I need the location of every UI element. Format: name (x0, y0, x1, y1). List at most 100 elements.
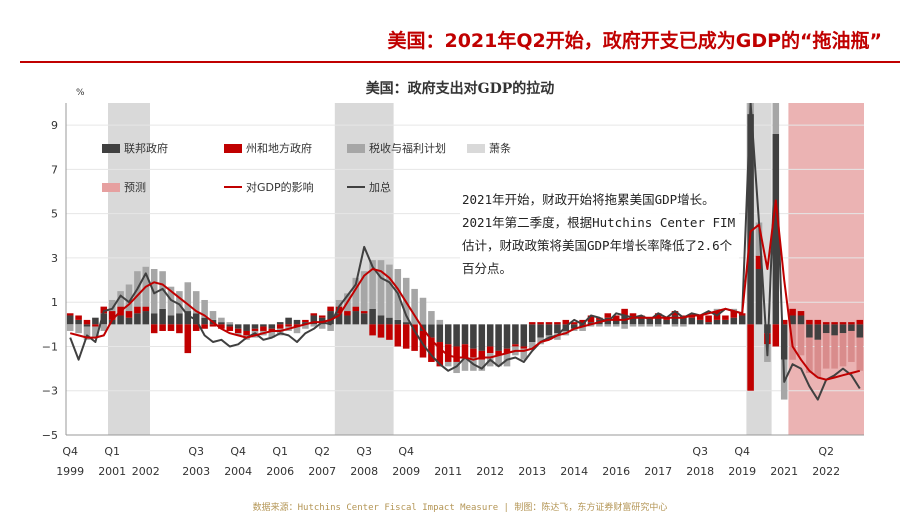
bar-tax-benefit (621, 324, 628, 329)
bar-tax-benefit (772, 103, 780, 134)
bar-state-local (671, 311, 679, 316)
legend-label: 对GDP的影响 (246, 180, 314, 194)
bar-federal (638, 317, 645, 325)
bar-state-local (755, 255, 763, 269)
bar-federal (478, 324, 486, 351)
y-tick-label: −3 (42, 385, 58, 398)
bar-state-local (789, 308, 796, 316)
bar-federal (654, 317, 662, 325)
bar-federal (327, 311, 334, 325)
bar-federal (848, 324, 855, 331)
bar-state-local (839, 322, 847, 325)
bar-federal (470, 324, 477, 349)
bar-state-local (176, 324, 183, 334)
bar-federal (629, 317, 637, 325)
bar-state-local (377, 324, 385, 338)
bar-federal (234, 324, 242, 329)
bar-tax-benefit (654, 324, 662, 327)
bar-tax-benefit (302, 324, 309, 329)
bar-state-local (411, 324, 418, 351)
bar-tax-benefit (638, 324, 645, 327)
bar-tax-benefit (848, 330, 855, 362)
bar-tax-benefit (671, 324, 679, 327)
bar-federal (453, 324, 460, 347)
bar-federal (680, 317, 687, 325)
bar-tax-benefit (797, 324, 805, 356)
bar-federal (444, 324, 452, 345)
chart-title: 美国：政府支出对GDP的拉动 (365, 81, 555, 97)
bar-federal (125, 317, 133, 325)
bar-federal (772, 133, 780, 325)
bar-state-local (562, 319, 570, 325)
x-tick-year: 2016 (602, 465, 630, 478)
bar-state-local (554, 322, 561, 325)
bar-tax-benefit (318, 324, 326, 329)
bar-federal (822, 324, 830, 334)
chart-annotation: 2021年开始，财政开始将拖累美国GDP增长。2021年第二季度，根据Hutch… (460, 188, 739, 280)
bar-federal (688, 317, 696, 325)
bar-state-local (209, 324, 217, 327)
bar-tax-benefit (192, 291, 200, 314)
bar-tax-benefit (201, 299, 208, 318)
x-tick-quarter: Q2 (314, 445, 330, 458)
bar-state-local (243, 330, 250, 336)
bar-tax-benefit (646, 324, 654, 327)
x-tick-year: 2017 (644, 465, 672, 478)
bar-state-local (629, 313, 637, 318)
bar-federal (344, 315, 351, 325)
bar-state-local (310, 313, 318, 316)
bar-state-local (705, 315, 712, 323)
bar-tax-benefit (83, 326, 91, 340)
bar-federal (402, 322, 410, 325)
bar-federal (579, 324, 586, 327)
legend-label: 税收与福利计划 (369, 141, 446, 155)
bar-state-local (688, 315, 696, 318)
bar-federal (310, 315, 318, 325)
bar-federal (520, 324, 528, 347)
x-tick-year: 2014 (560, 465, 588, 478)
bar-state-local (436, 342, 444, 367)
bar-state-local (428, 337, 435, 362)
bar-federal (436, 324, 444, 343)
bar-state-local (780, 319, 788, 325)
bar-tax-benefit (587, 324, 595, 327)
bar-federal (377, 315, 385, 325)
y-tick-label: −1 (42, 340, 58, 353)
bar-state-local (663, 317, 670, 320)
bar-state-local (360, 311, 368, 314)
bar-state-local (394, 324, 402, 347)
bar-federal (360, 313, 368, 325)
bar-state-local (453, 346, 460, 362)
bar-federal (747, 114, 754, 325)
bar-federal (671, 315, 679, 325)
bar-tax-benefit (831, 335, 838, 369)
bar-state-local (512, 344, 519, 347)
bar-state-local (545, 322, 553, 325)
bar-state-local (386, 324, 393, 340)
bar-federal (495, 324, 502, 351)
bar-tax-benefit (839, 333, 847, 367)
bar-tax-benefit (209, 311, 217, 320)
bar-federal (570, 324, 578, 329)
bar-state-local (696, 315, 704, 320)
bar-federal (856, 324, 864, 338)
bar-federal (755, 269, 763, 325)
x-tick-year: 2013 (518, 465, 546, 478)
bar-federal (260, 324, 267, 327)
bar-state-local (201, 324, 208, 329)
bar-federal (75, 319, 82, 325)
bar-tax-benefit (478, 359, 486, 371)
bar-federal (612, 319, 620, 325)
bar-tax-benefit (495, 355, 502, 367)
x-tick-year: 2008 (350, 465, 378, 478)
bar-federal (335, 313, 343, 325)
bar-federal (134, 313, 141, 325)
bar-state-local (747, 324, 754, 391)
bar-state-local (654, 313, 662, 318)
bar-federal (251, 324, 259, 329)
bar-tax-benefit (327, 324, 334, 331)
bar-state-local (302, 319, 309, 323)
bar-state-local (83, 319, 91, 325)
legend-label: 萧条 (489, 141, 511, 155)
bar-federal (268, 324, 276, 329)
